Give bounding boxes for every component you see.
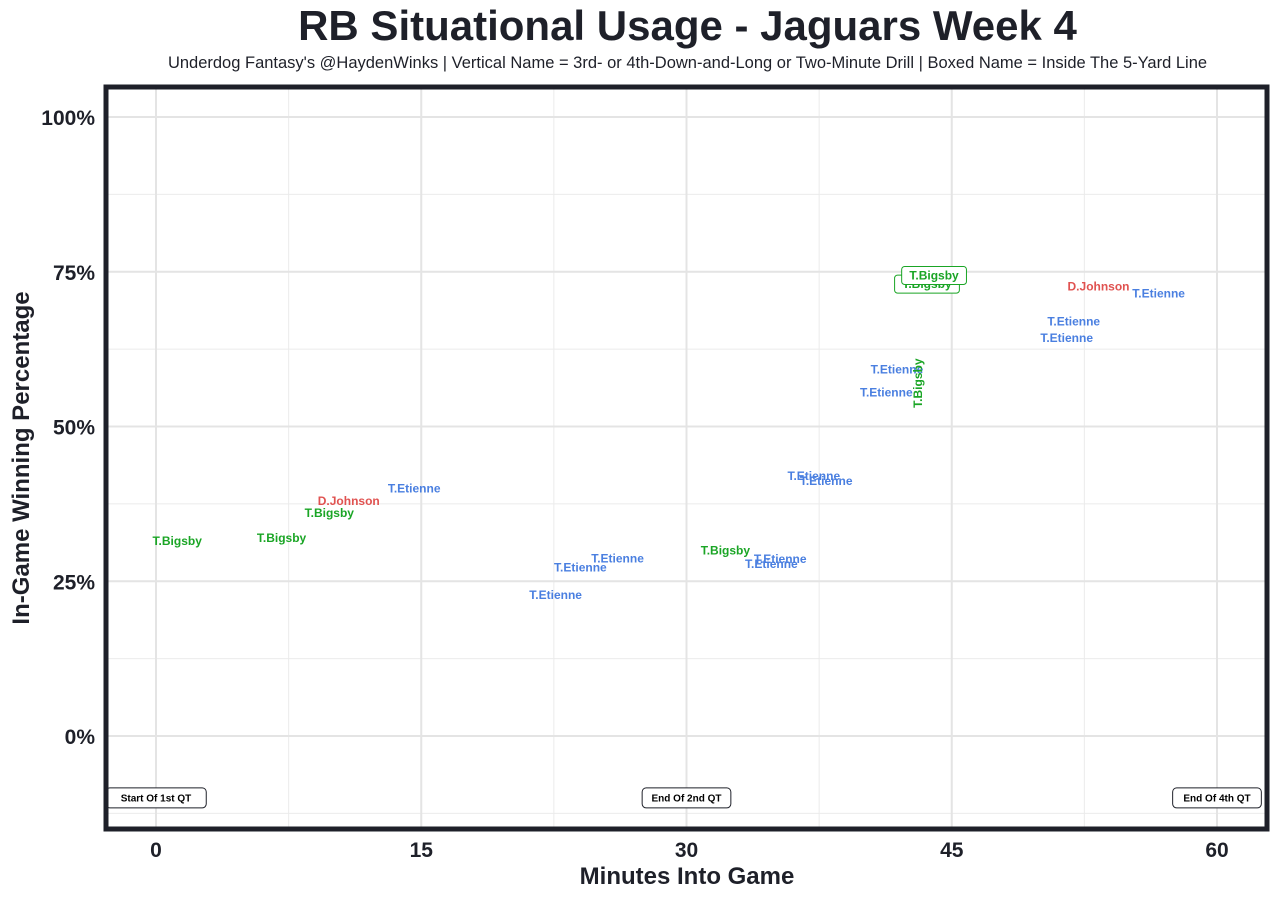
x-tick-labels: 0 15 30 45 60 — [150, 839, 1229, 862]
y-tick-label: 50% — [53, 417, 95, 440]
point-label: T.Etienne — [871, 363, 924, 377]
point-label: T.Etienne — [1040, 331, 1093, 345]
point-t-etienne: T.Etienne — [800, 474, 853, 488]
y-tick-label: 0% — [65, 726, 96, 749]
y-axis-title: In-Game Winning Percentage — [8, 291, 35, 624]
annotation-box — [1172, 787, 1262, 809]
annotation-label: End Of 2nd QT — [652, 793, 722, 804]
point-t-etienne: T.Etienne — [529, 588, 582, 602]
point-t-bigsby: T.Bigsby — [153, 534, 203, 548]
x-tick-label: 60 — [1205, 839, 1228, 862]
point-label: T.Bigsby — [257, 531, 307, 545]
plot-panel-border — [103, 84, 1270, 832]
chart-subtitle: Underdog Fantasy's @HaydenWinks | Vertic… — [167, 54, 1208, 72]
y-tick-label: 100% — [41, 107, 95, 130]
point-t-etienne: T.Etienne — [754, 552, 807, 566]
point-label: D.Johnson — [318, 494, 380, 508]
point-label: T.Etienne — [1047, 314, 1100, 328]
point-label: T.Bigsby — [153, 534, 203, 548]
point-d-johnson: D.Johnson — [318, 494, 380, 508]
chart-title: RB Situational Usage - Jaguars Week 4 — [298, 2, 1077, 49]
point-label: T.Etienne — [860, 385, 913, 399]
point-label: D.Johnson — [1068, 280, 1130, 294]
point-label: T.Etienne — [388, 481, 441, 495]
annotation-label: End Of 4th QT — [1183, 793, 1250, 804]
point-t-etienne: T.Etienne — [591, 551, 644, 565]
y-tick-labels: 0% 25% 50% 75% 100% — [41, 107, 95, 749]
x-tick-label: 15 — [410, 839, 434, 862]
point-t-bigsby: T.Bigsby — [305, 506, 355, 520]
point-label: T.Etienne — [591, 551, 644, 565]
point-label: T.Etienne — [745, 557, 798, 571]
point-t-etienne: T.Etienne — [1132, 286, 1185, 300]
x-tick-label: 0 — [150, 839, 162, 862]
y-tick-label: 25% — [53, 571, 95, 594]
point-t-etienne: T.Etienne — [860, 385, 913, 399]
point-label: T.Bigsby — [911, 358, 925, 408]
point-t-bigsby: T.Bigsby — [701, 543, 751, 557]
point-t-etienne: T.Etienne — [871, 363, 924, 377]
point-t-bigsby: T.Bigsby — [257, 531, 307, 545]
point-label: T.Etienne — [554, 561, 607, 575]
point-label: T.Bigsby — [701, 543, 751, 557]
point-t-bigsby: T.Bigsby — [901, 265, 967, 285]
point-t-etienne: T.Etienne — [554, 561, 607, 575]
point-t-bigsby: T.Bigsby — [911, 358, 925, 408]
point-t-etienne: T.Etienne — [787, 469, 840, 483]
y-tick-label: 75% — [53, 262, 95, 285]
point-label: T.Etienne — [1132, 286, 1185, 300]
quarter-annotation: End Of 4th QT — [1172, 787, 1262, 809]
annotation-layer: Start Of 1st QT End Of 2nd QT End Of 4th Q… — [105, 787, 1262, 809]
point-t-etienne: T.Etienne — [745, 557, 798, 571]
grid-layer — [108, 89, 1265, 827]
x-axis-title: Minutes Into Game — [580, 863, 795, 890]
point-label: T.Etienne — [787, 469, 840, 483]
point-t-etienne: T.Etienne — [1040, 331, 1093, 345]
point-label: T.Bigsby — [909, 268, 959, 282]
quarter-annotation: Start Of 1st QT — [105, 787, 207, 809]
point-d-johnson: D.Johnson — [1068, 280, 1130, 294]
point-t-etienne: T.Etienne — [388, 481, 441, 495]
point-box — [901, 265, 967, 285]
annotation-box — [641, 787, 732, 809]
quarter-annotation: End Of 2nd QT — [641, 787, 732, 809]
x-tick-label: 30 — [675, 839, 698, 862]
point-label: T.Etienne — [529, 588, 582, 602]
point-label: T.Etienne — [754, 552, 807, 566]
points-layer: T.Bigsby T.BigsbyT.BigsbyD.JohnsonT.Etien… — [153, 265, 1185, 602]
x-tick-label: 45 — [940, 839, 964, 862]
point-label: T.Etienne — [800, 474, 853, 488]
annotation-label: Start Of 1st QT — [121, 793, 192, 804]
point-label: T.Bigsby — [305, 506, 355, 520]
point-t-etienne: T.Etienne — [1047, 314, 1100, 328]
